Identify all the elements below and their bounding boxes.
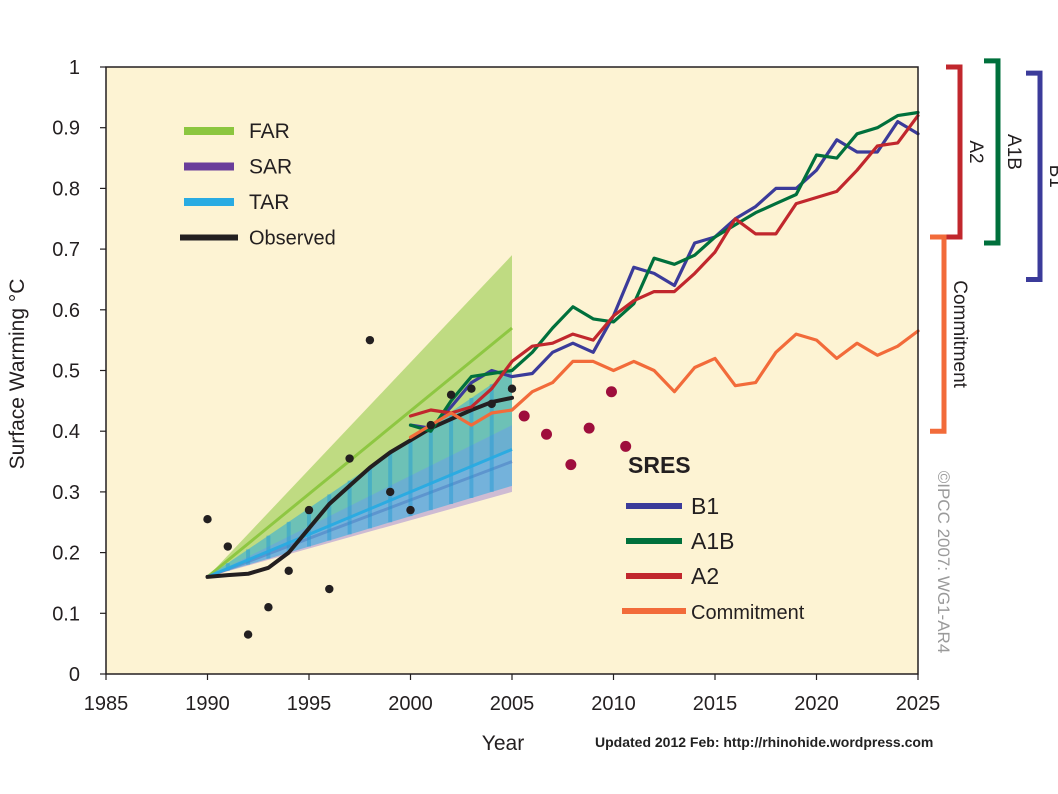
x-tick-label: 2015 bbox=[693, 693, 738, 715]
update-data-point bbox=[518, 410, 530, 422]
y-tick-label: 0.9 bbox=[52, 118, 80, 140]
a1b-series-line bbox=[408, 110, 920, 433]
x-tick-label: 2020 bbox=[794, 693, 839, 715]
y-tick-label: 0.3 bbox=[52, 482, 80, 504]
far-range-band bbox=[207, 255, 512, 577]
observed-data-point bbox=[487, 399, 496, 409]
far-central-line bbox=[206, 326, 513, 579]
sres-label-a2: A2 bbox=[691, 563, 719, 589]
x-tick-label: 1985 bbox=[84, 693, 129, 715]
side-bracket-b1 bbox=[1026, 70, 1043, 282]
observed-data-point bbox=[243, 630, 253, 639]
x-tick-label: 2010 bbox=[591, 693, 636, 715]
observed-data-point bbox=[426, 420, 435, 430]
x-tick-label: 2025 bbox=[896, 693, 941, 715]
update-data-point bbox=[605, 386, 617, 398]
sres-label-b1: B1 bbox=[691, 493, 719, 519]
observed-data-point bbox=[386, 487, 395, 497]
legend-label-far: FAR bbox=[249, 120, 290, 143]
side-bracket-a2 bbox=[946, 64, 963, 240]
side-bracket-commitment bbox=[930, 234, 947, 434]
observed-data-point bbox=[203, 515, 212, 524]
sres-label-commitment: Commitment bbox=[691, 602, 805, 624]
legend-label-tar: TAR bbox=[249, 191, 289, 214]
observed-data-point bbox=[325, 584, 334, 594]
commitment-series-line bbox=[408, 329, 920, 439]
x-tick-label: 1995 bbox=[287, 693, 332, 715]
x-tick-label: 2005 bbox=[490, 693, 535, 715]
x-tick-label: 2000 bbox=[388, 693, 433, 715]
sres-legend-title: SRES bbox=[628, 452, 691, 478]
update-data-point bbox=[541, 428, 553, 440]
observed-series-line bbox=[205, 395, 514, 579]
observed-data-point bbox=[345, 454, 354, 463]
tar-central-line bbox=[206, 448, 513, 579]
y-tick-label: 0.2 bbox=[52, 543, 80, 565]
y-axis-label: Surface Warming °C bbox=[6, 279, 29, 470]
y-tick-label: 1 bbox=[69, 57, 80, 79]
observed-data-point bbox=[284, 566, 293, 576]
side-bracket-a1b bbox=[984, 58, 1001, 246]
a2-series-line bbox=[408, 114, 920, 418]
x-axis-label: Year bbox=[482, 732, 524, 755]
observed-data-point bbox=[507, 384, 517, 393]
x-tick-label: 1990 bbox=[185, 693, 230, 715]
observed-data-point bbox=[365, 335, 375, 345]
legend-label-sar: SAR bbox=[249, 156, 292, 179]
side-bracket-label-a2: A2 bbox=[965, 140, 986, 163]
y-tick-label: 0.1 bbox=[52, 603, 80, 625]
side-bracket-label-b1: B1 bbox=[1045, 165, 1058, 188]
observed-data-point bbox=[467, 384, 476, 393]
y-tick-label: 0.8 bbox=[52, 178, 80, 200]
y-tick-label: 0.7 bbox=[52, 239, 80, 261]
side-bracket-label-a1b: A1B bbox=[1003, 134, 1024, 170]
update-data-point bbox=[565, 459, 577, 471]
y-tick-label: 0.6 bbox=[52, 300, 80, 322]
observed-data-point bbox=[406, 505, 415, 515]
observed-data-point bbox=[304, 505, 314, 515]
observed-data-point bbox=[264, 603, 273, 612]
observed-data-point bbox=[446, 390, 456, 399]
update-data-point bbox=[583, 422, 595, 434]
legend-label-observed: Observed bbox=[249, 228, 336, 250]
y-tick-label: 0.4 bbox=[52, 421, 80, 443]
sres-label-a1b: A1B bbox=[691, 528, 734, 554]
y-tick-label: 0 bbox=[69, 664, 80, 686]
update-data-point bbox=[620, 440, 632, 452]
observed-data-point bbox=[223, 542, 232, 551]
y-tick-label: 0.5 bbox=[52, 361, 80, 383]
ipcc-watermark: ©IPCC 2007: WG1-AR4 bbox=[934, 471, 953, 654]
update-footer-note: Updated 2012 Feb: http://rhinohide.wordp… bbox=[595, 734, 933, 750]
side-bracket-label-commitment: Commitment bbox=[949, 280, 970, 388]
